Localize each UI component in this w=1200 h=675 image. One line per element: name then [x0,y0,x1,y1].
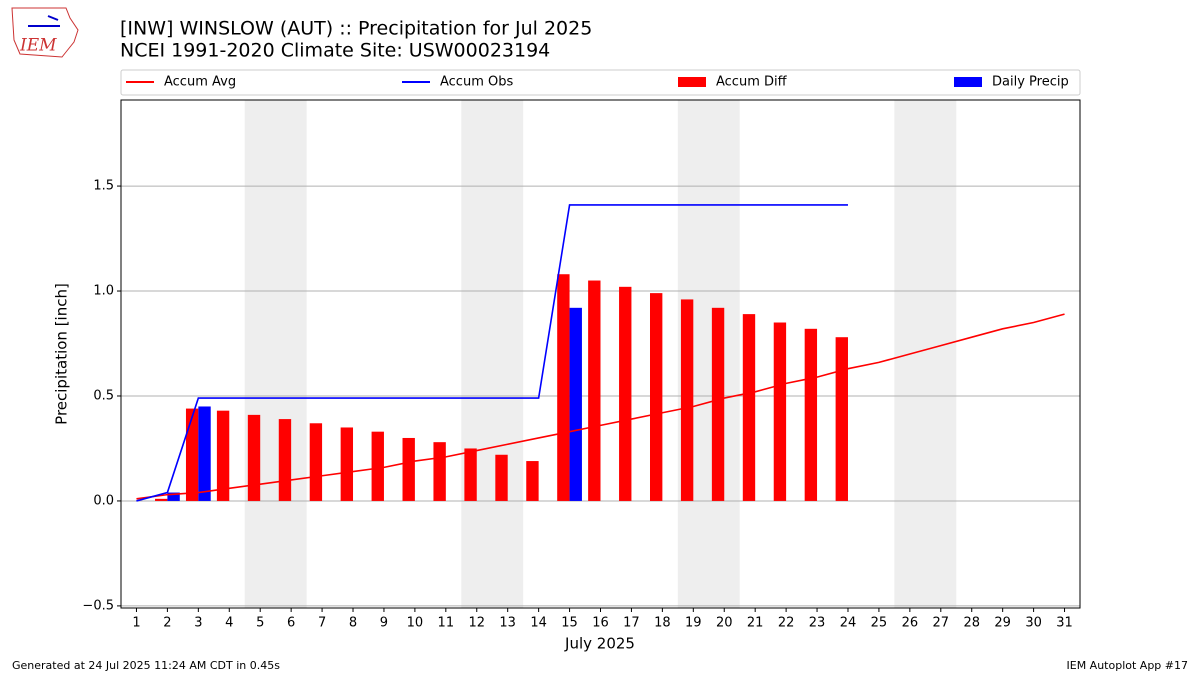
x-tick-label: 27 [933,616,950,631]
y-tick-label: 0.0 [93,493,114,508]
bar [569,307,582,501]
x-tick-label: 5 [256,616,264,631]
x-tick-label: 22 [778,616,795,631]
x-tick-label: 1 [132,616,140,631]
x-tick-label: 12 [468,616,485,631]
bar [167,492,180,501]
bar [402,437,415,501]
x-tick-label: 2 [163,616,171,631]
bar [433,442,446,501]
x-tick-label: 20 [716,616,733,631]
x-tick-label: 10 [407,616,424,631]
chart-subtitle: NCEI 1991-2020 Climate Site: USW00023194 [120,40,550,62]
bar [773,322,787,501]
x-axis-label: July 2025 [564,635,635,653]
weekend-shade [894,100,957,608]
x-tick-label: 8 [349,616,357,631]
bar [371,431,384,501]
bar [835,337,848,501]
y-tick-label: 0.5 [93,388,114,403]
line [136,204,848,502]
footer-right: IEM Autoplot App #17 [1067,659,1189,672]
bar [588,280,601,501]
y-tick-label: −0.5 [82,598,114,613]
bar [619,286,632,501]
bar [198,406,211,501]
x-tick-label: 13 [499,616,516,631]
x-tick-label: 14 [530,616,547,631]
bar [742,314,756,501]
x-tick-label: 29 [994,616,1011,631]
legend-swatch [954,77,982,87]
footer-left: Generated at 24 Jul 2025 11:24 AM CDT in… [12,659,280,672]
x-tick-label: 16 [592,616,609,631]
x-tick-label: 25 [871,616,888,631]
legend-label: Accum Diff [716,75,788,90]
bar [340,427,354,501]
x-tick-label: 9 [380,616,388,631]
x-tick-label: 4 [225,616,233,631]
weekend-shade [461,100,524,608]
bar [649,293,663,501]
bar [557,274,570,501]
x-tick-label: 19 [685,616,702,631]
x-tick-label: 28 [963,616,980,631]
line [136,313,1065,500]
x-tick-label: 24 [840,616,857,631]
logo-text: IEM [19,36,57,56]
x-tick-label: 18 [654,616,671,631]
chart-title: [INW] WINSLOW (AUT) :: Precipitation for… [120,18,592,40]
weekend-shade [244,100,307,608]
legend-box [120,69,1081,96]
legend-label: Accum Avg [164,75,236,90]
x-tick-label: 11 [438,616,455,631]
bar [247,414,261,501]
y-axis-label: Precipitation [inch] [53,283,71,425]
plot-frame [120,99,1081,609]
bar [464,448,477,501]
bar [804,328,818,501]
bar [155,498,168,501]
bar [495,454,508,501]
bar [526,461,539,501]
x-tick-label: 30 [1025,616,1042,631]
bar [309,423,323,501]
x-tick-label: 26 [902,616,919,631]
bar [711,307,725,501]
bar [216,410,230,501]
logo: IEM [11,7,79,58]
legend-label: Daily Precip [992,75,1069,90]
x-tick-label: 21 [747,616,764,631]
x-tick-label: 3 [194,616,202,631]
bar [278,419,292,501]
bar [185,408,199,501]
x-tick-label: 6 [287,616,295,631]
x-tick-label: 7 [318,616,326,631]
bar [680,299,694,501]
x-tick-label: 31 [1056,616,1073,631]
legend-swatch [678,77,706,87]
y-tick-label: 1.5 [93,179,114,194]
legend-label: Accum Obs [440,75,513,90]
x-tick-label: 15 [561,616,578,631]
y-tick-label: 1.0 [93,284,114,299]
x-tick-label: 17 [623,616,640,631]
x-tick-label: 23 [809,616,826,631]
